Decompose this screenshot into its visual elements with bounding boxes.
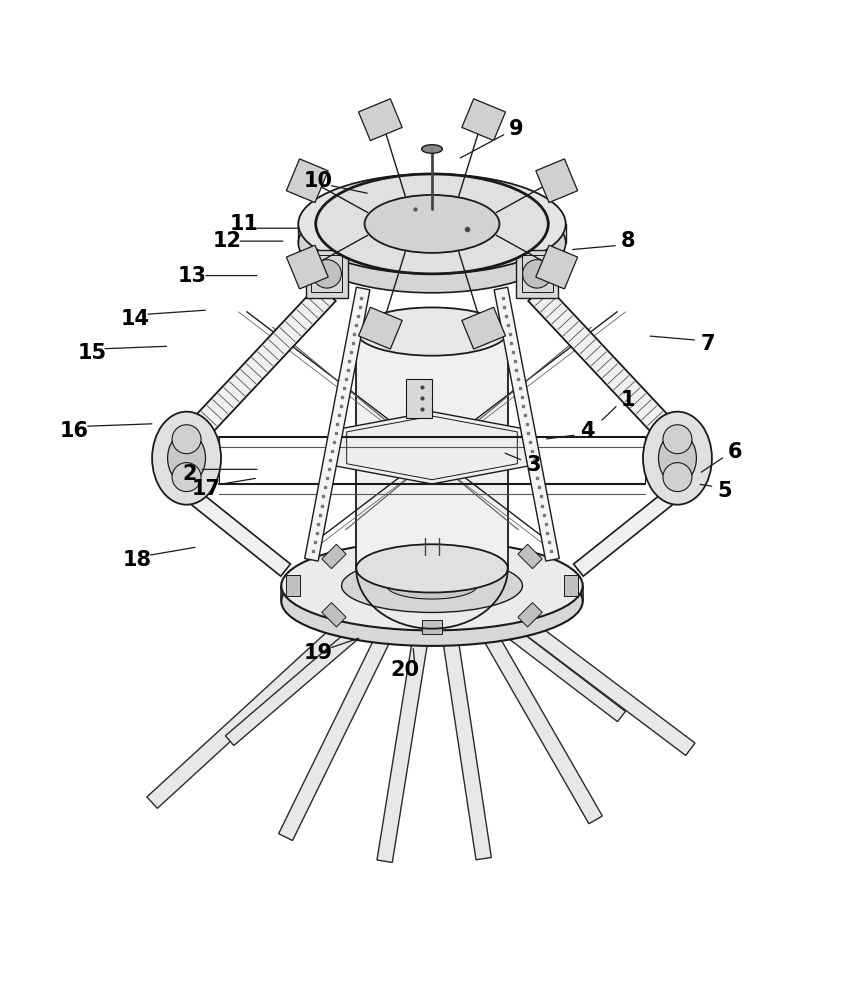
Polygon shape	[359, 99, 402, 141]
Polygon shape	[287, 575, 300, 596]
Ellipse shape	[356, 308, 508, 356]
Polygon shape	[335, 412, 529, 484]
Ellipse shape	[168, 433, 206, 484]
Text: 10: 10	[304, 171, 333, 191]
Ellipse shape	[356, 544, 508, 592]
Text: 5: 5	[717, 481, 732, 500]
Text: 18: 18	[123, 549, 152, 569]
Ellipse shape	[298, 174, 566, 274]
Polygon shape	[377, 618, 431, 862]
Polygon shape	[536, 245, 578, 289]
Polygon shape	[440, 619, 492, 860]
Polygon shape	[518, 544, 543, 568]
Text: 13: 13	[178, 266, 207, 286]
Polygon shape	[178, 285, 336, 451]
Text: 16: 16	[60, 421, 89, 441]
Polygon shape	[286, 245, 328, 289]
Ellipse shape	[658, 433, 696, 484]
Polygon shape	[462, 308, 505, 349]
Text: 19: 19	[304, 642, 333, 662]
Text: 17: 17	[192, 480, 221, 500]
Polygon shape	[473, 613, 602, 824]
Polygon shape	[494, 287, 559, 561]
Ellipse shape	[422, 145, 442, 153]
Text: 9: 9	[509, 119, 524, 139]
Circle shape	[172, 463, 201, 492]
Polygon shape	[226, 606, 384, 745]
Polygon shape	[306, 250, 347, 298]
Polygon shape	[359, 308, 402, 349]
Text: 20: 20	[390, 660, 419, 680]
Polygon shape	[305, 287, 370, 561]
Ellipse shape	[282, 556, 582, 646]
Polygon shape	[422, 620, 442, 633]
Text: 8: 8	[621, 231, 636, 251]
Polygon shape	[518, 602, 543, 627]
Ellipse shape	[298, 193, 566, 293]
Text: 14: 14	[120, 309, 149, 329]
Polygon shape	[528, 285, 686, 451]
Polygon shape	[422, 537, 442, 551]
Text: 11: 11	[230, 214, 258, 234]
Ellipse shape	[313, 260, 341, 288]
Polygon shape	[574, 485, 683, 576]
Ellipse shape	[341, 558, 523, 612]
Ellipse shape	[365, 195, 499, 253]
Polygon shape	[505, 607, 695, 755]
Polygon shape	[147, 607, 364, 808]
Polygon shape	[480, 606, 626, 721]
Text: 3: 3	[526, 456, 541, 476]
Text: 7: 7	[701, 335, 715, 355]
Polygon shape	[321, 544, 346, 568]
Ellipse shape	[315, 174, 549, 274]
Polygon shape	[517, 250, 558, 298]
Polygon shape	[462, 99, 505, 141]
Polygon shape	[564, 575, 577, 596]
Circle shape	[172, 425, 201, 454]
Polygon shape	[286, 159, 328, 203]
Ellipse shape	[152, 412, 221, 504]
Polygon shape	[406, 379, 432, 418]
Ellipse shape	[643, 412, 712, 504]
Text: 6: 6	[727, 443, 742, 463]
Polygon shape	[321, 602, 346, 627]
Text: 15: 15	[77, 343, 106, 363]
Text: 2: 2	[182, 464, 196, 484]
Polygon shape	[356, 332, 508, 568]
Polygon shape	[536, 159, 578, 203]
Polygon shape	[278, 614, 400, 840]
Ellipse shape	[387, 572, 477, 599]
Polygon shape	[181, 485, 290, 576]
Ellipse shape	[282, 540, 582, 630]
Circle shape	[663, 425, 692, 454]
Text: 4: 4	[580, 421, 594, 441]
Ellipse shape	[523, 260, 551, 288]
Text: 1: 1	[621, 391, 636, 411]
Text: 12: 12	[213, 231, 242, 251]
Circle shape	[663, 463, 692, 492]
